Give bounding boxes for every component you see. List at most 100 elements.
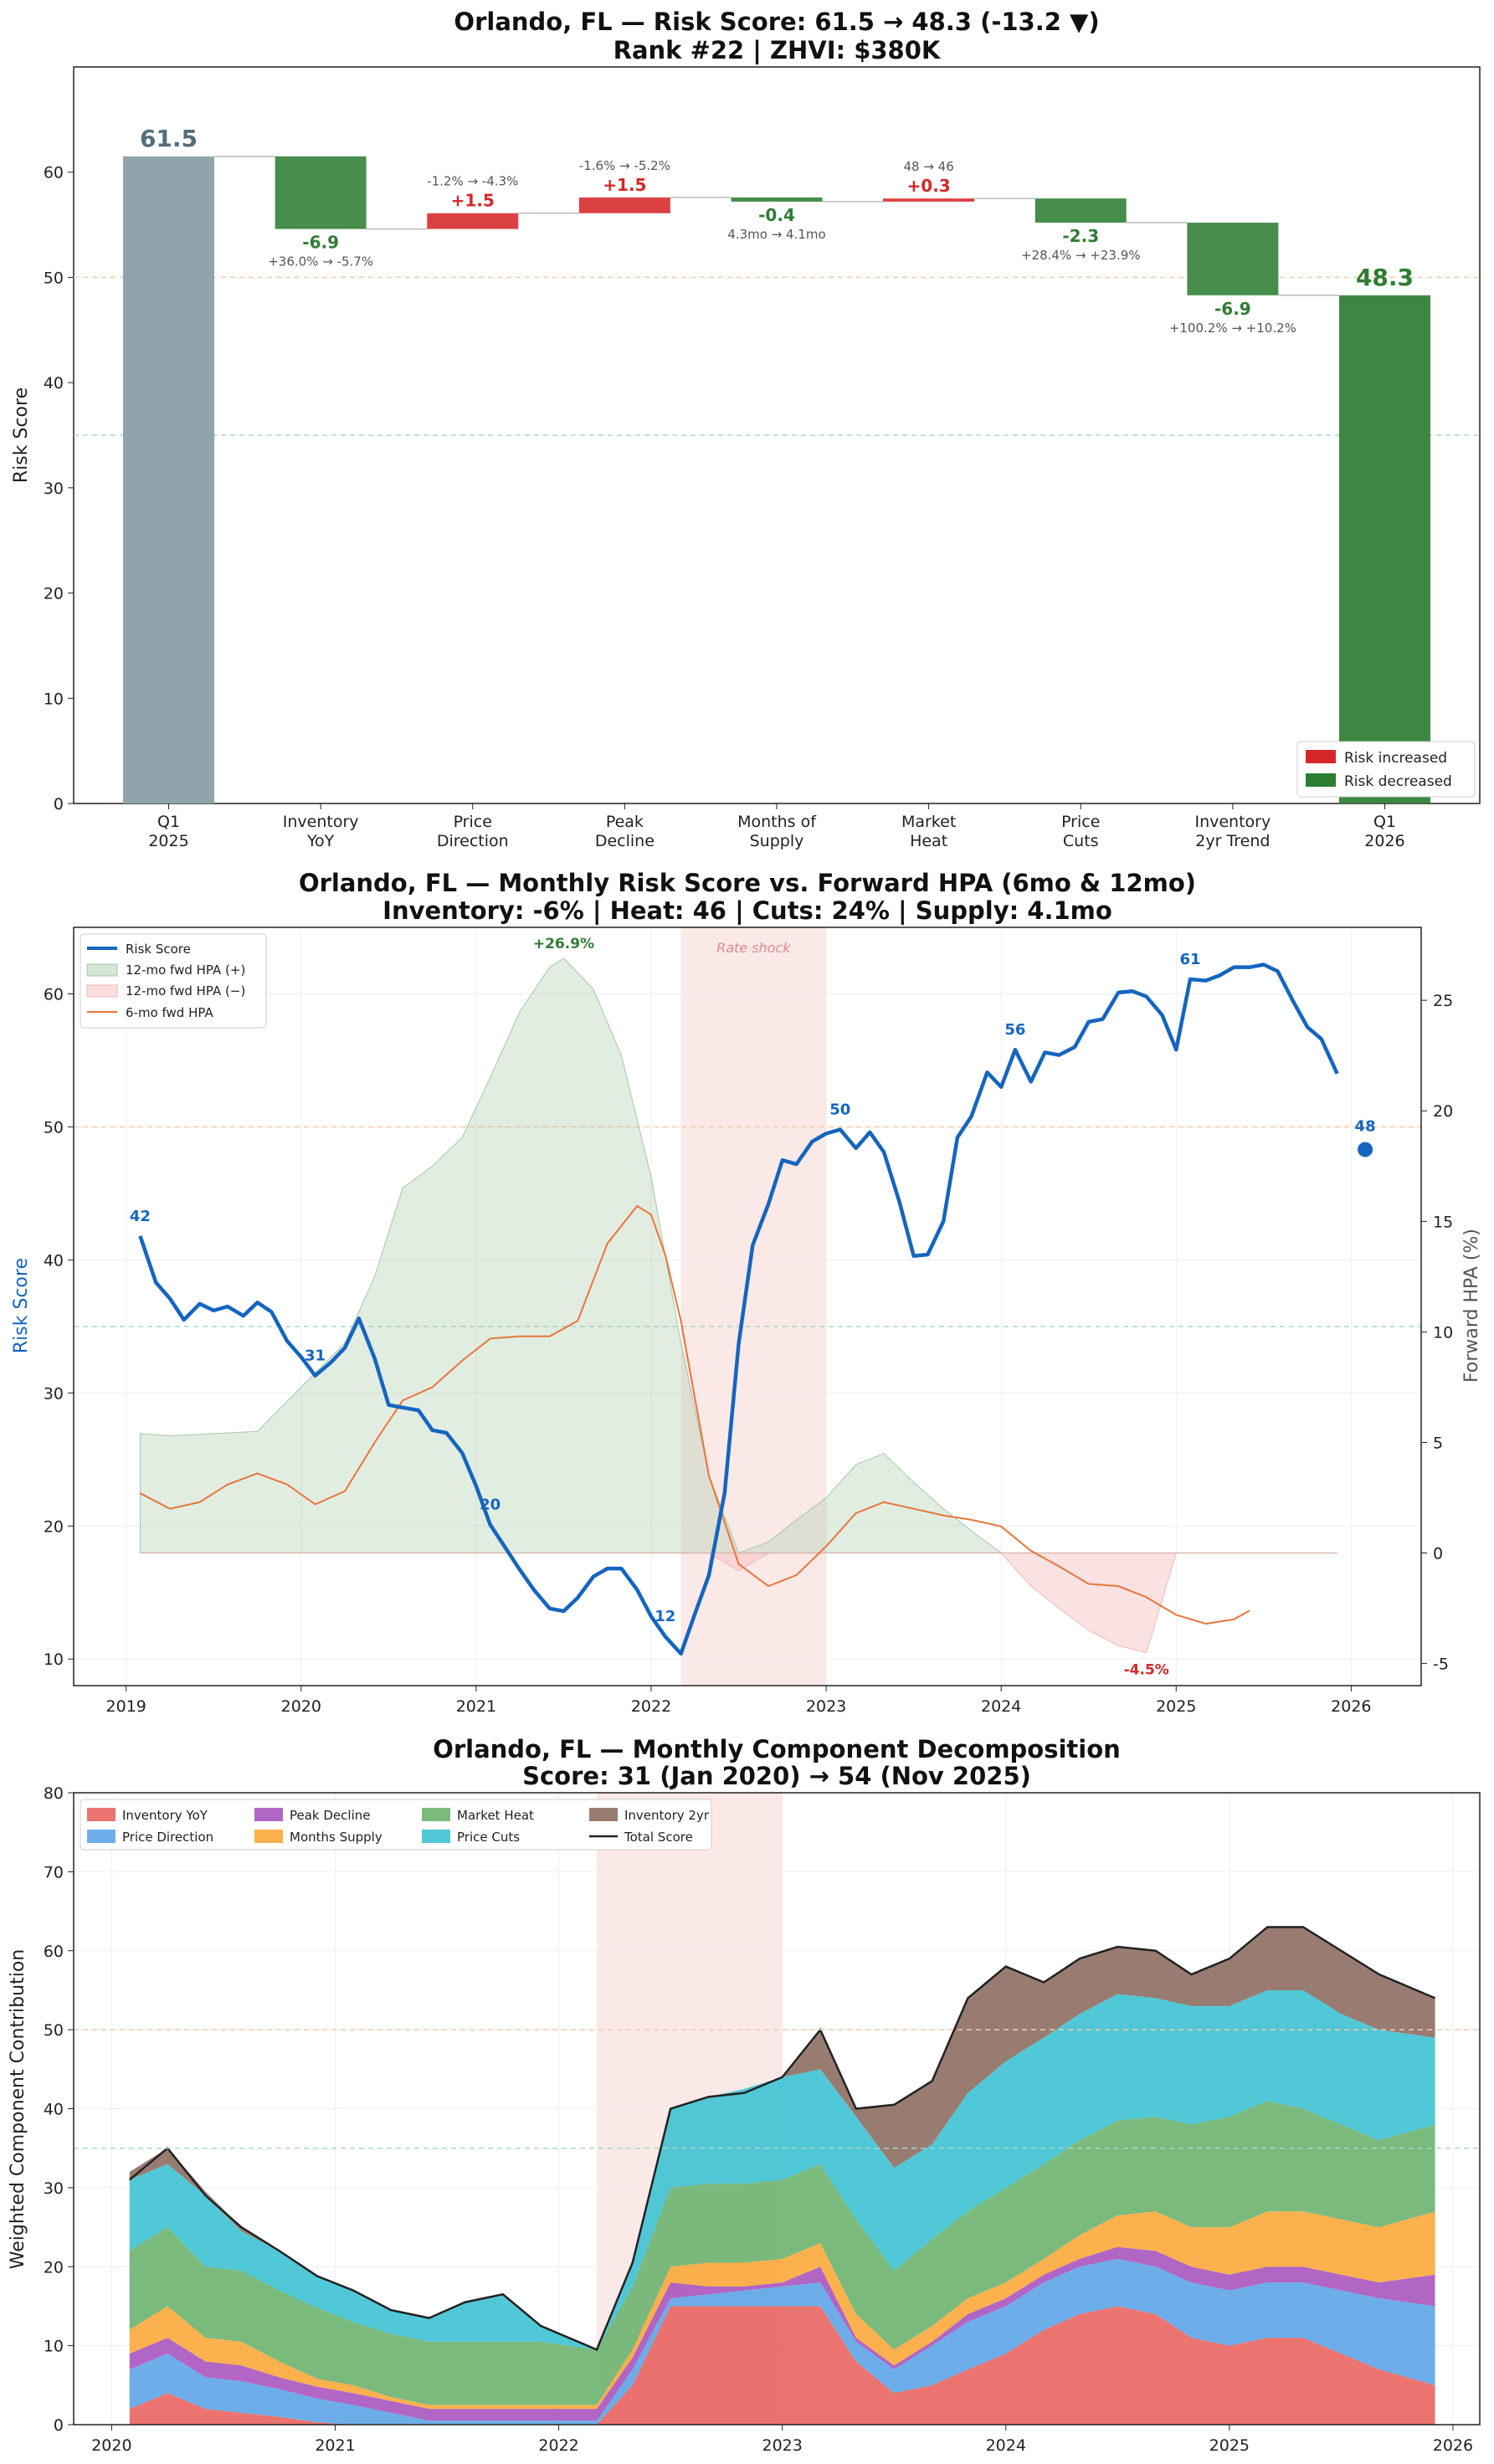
- chart1-bar-end-label: 48.3: [1356, 264, 1414, 291]
- chart3-ytick-label: 60: [44, 1943, 64, 1961]
- chart1-bar-note: -1.2% → -4.3%: [427, 174, 518, 189]
- chart1-bar-start-label: 61.5: [140, 125, 198, 152]
- chart3-area-months-supply: [129, 2211, 1435, 2410]
- chart2-hpa-min-label: -4.5%: [1124, 1661, 1169, 1678]
- chart2-xtick-label: 2024: [981, 1697, 1021, 1716]
- chart2-ytick-label: 60: [44, 985, 64, 1004]
- chart1-ytick-label: 40: [44, 374, 64, 393]
- chart3-xtick-label: 2022: [538, 2436, 578, 2455]
- chart3-xtick-label: 2021: [315, 2436, 355, 2455]
- chart2-xtick-label: 2025: [1156, 1697, 1196, 1716]
- chart1-bar-end: [1339, 295, 1430, 803]
- chart2-risk-label: 12: [655, 1608, 675, 1625]
- chart3-title: Orlando, FL — Monthly Component Decompos…: [433, 1735, 1121, 1763]
- chart3-ticks: 2020 2021 2022 2023 2024 2025 2026 0 10 20 30 40 50 6…: [44, 1784, 1473, 2455]
- chart2-data-labels: 42 31 20 12 50 56 61 48 +26.9% -4.5%: [130, 936, 1376, 1678]
- chart3-total-line: [128, 1926, 1436, 2351]
- chart1-xtick-label: 2026: [1364, 832, 1404, 850]
- chart1-yticks: 0 10 20 30 40 50 60: [44, 164, 74, 814]
- chart2-subtitle: Inventory: -6% | Heat: 46 | Cuts: 24% | …: [382, 896, 1112, 925]
- chart2-ytick-label: 50: [44, 1118, 64, 1137]
- chart2-xtick-label: 2022: [631, 1697, 671, 1716]
- chart3-ylabel: Weighted Component Contribution: [8, 1949, 28, 2269]
- legend-swatch-increase: [1306, 750, 1336, 763]
- chart1-bar-step: [731, 197, 823, 202]
- chart3-ytick-label: 80: [44, 1784, 64, 1803]
- chart1-xtick-label: Q1: [157, 813, 180, 831]
- chart1-xtick-label: 2yr Trend: [1195, 832, 1270, 850]
- chart3-ytick-label: 40: [44, 2101, 64, 2119]
- chart1-title: Orlando, FL — Risk Score: 61.5 → 48.3 (-…: [454, 8, 1099, 36]
- chart2-final-label: 48: [1355, 1117, 1376, 1135]
- chart1-bar-note: +36.0% → -5.7%: [268, 254, 373, 270]
- legend-label-increase: Risk increased: [1344, 750, 1447, 767]
- chart3-legend-label: Total Score: [624, 1830, 693, 1845]
- chart1-xtick-label: 2025: [148, 832, 188, 850]
- chart1-bar-note: 4.3mo → 4.1mo: [727, 227, 825, 242]
- chart1-ytick-label: 60: [44, 164, 64, 182]
- chart2-rate-shock: Rate shock: [680, 927, 827, 1686]
- chart3-legend-label: Inventory YoY: [122, 1808, 208, 1823]
- chart3-legend-box: [80, 1799, 712, 1851]
- legend-swatch-decrease: [1306, 773, 1336, 787]
- chart2-ylabel: Risk Score: [11, 1258, 32, 1353]
- chart3-xtick-label: 2026: [1433, 2436, 1473, 2455]
- chart1-bar-step: [883, 198, 975, 202]
- chart1-xtick-label: YoY: [306, 832, 335, 850]
- chart3-legend-swatch: [87, 1830, 116, 1843]
- chart2-y2tick-label: 20: [1433, 1102, 1453, 1121]
- chart2-risk-label: 20: [480, 1496, 501, 1514]
- chart3-xtick-label: 2020: [91, 2436, 131, 2455]
- chart1-xtick-label: Q1: [1373, 813, 1396, 831]
- chart2-risk-line: [138, 963, 1339, 1656]
- chart3-legend-label: Peak Decline: [290, 1808, 370, 1823]
- chart3-ytick-label: 70: [44, 1863, 64, 1881]
- chart3-ytick-label: 10: [44, 2338, 64, 2356]
- chart1-xtick-label: Price: [454, 813, 492, 831]
- chart1-xtick-label: Decline: [595, 832, 655, 850]
- chart3-legend-label: Months Supply: [290, 1830, 382, 1845]
- chart3-xtick-label: 2024: [986, 2436, 1026, 2455]
- chart1-ytick-label: 30: [44, 480, 64, 498]
- chart3-legend-label: Market Heat: [457, 1808, 534, 1823]
- chart3-area-price-cuts: [129, 1989, 1435, 2350]
- chart1-bar-start: [123, 156, 214, 803]
- chart3-area-inventory-2yr: [129, 1927, 1435, 2350]
- chart2-final-point: [1358, 1142, 1373, 1158]
- chart1-bar-value-label: -6.9: [1214, 299, 1251, 319]
- chart3-ytick-label: 0: [54, 2416, 64, 2435]
- chart2-xtick-label: 2023: [806, 1697, 846, 1716]
- chart1-bar-note: +28.4% → +23.9%: [1021, 248, 1141, 263]
- chart3-ytick-label: 30: [44, 2179, 64, 2198]
- chart3-legend-label: Price Cuts: [457, 1830, 520, 1845]
- chart1-bar-value-label: -2.3: [1062, 226, 1099, 246]
- chart2-frame: [73, 927, 1422, 1686]
- chart3-ytick-label: 50: [44, 2021, 64, 2040]
- chart2-legend-box: [80, 933, 267, 1029]
- legend-swatch-hpa-pos: [86, 963, 118, 977]
- chart2-y2tick-label: -5: [1433, 1656, 1449, 1674]
- chart1-xtick-label: Supply: [750, 832, 804, 850]
- chart3-legend-label: Price Direction: [122, 1830, 213, 1845]
- component-decomposition-chart: Orlando, FL — Monthly Component Decompos…: [8, 1735, 1481, 2455]
- chart3-legend-swatch: [589, 1808, 618, 1821]
- legend-label-hpa-neg: 12-mo fwd HPA (−): [126, 983, 245, 998]
- chart2-risk-label: 56: [1004, 1021, 1025, 1039]
- chart2-xtick-label: 2020: [281, 1697, 321, 1716]
- chart2-y2tick-label: 0: [1433, 1545, 1443, 1563]
- chart2-grid: [74, 927, 1421, 1686]
- legend-swatch-hpa-neg: [86, 984, 118, 998]
- chart1-bar-value-label: -6.9: [302, 233, 339, 253]
- chart1-bar-note: +100.2% → +10.2%: [1169, 321, 1296, 336]
- chart1-ylabel: Risk Score: [11, 388, 32, 483]
- chart2-ytick-label: 20: [44, 1517, 64, 1536]
- chart2-lines: [138, 963, 1373, 1656]
- chart1-bars: 61.5-6.9+36.0% → -5.7%+1.5-1.2% → -4.3% +…: [123, 125, 1430, 803]
- chart1-bar-value-label: +1.5: [451, 191, 495, 211]
- chart2-risk-label: 42: [130, 1208, 151, 1225]
- chart1-xtick-label: Inventory: [283, 813, 359, 831]
- chart3-xtick-label: 2023: [762, 2436, 802, 2455]
- legend-label-hpa6: 6-mo fwd HPA: [126, 1005, 213, 1020]
- chart1-bar-value-label: +0.3: [907, 176, 951, 196]
- chart2-y2tick-label: 15: [1433, 1213, 1453, 1231]
